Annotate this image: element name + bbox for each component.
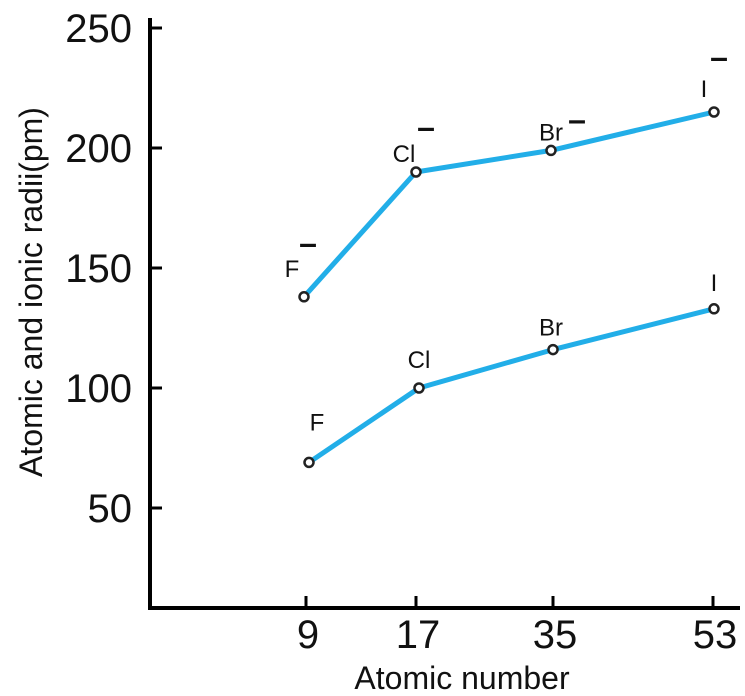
data-point [545, 144, 557, 157]
data-point [303, 456, 315, 469]
x-axis-ticks: 9 17 35 53 [297, 596, 737, 657]
point-label: I [701, 76, 708, 103]
point-label: Cl [408, 347, 431, 374]
charge-label: – [417, 109, 435, 145]
charge-label: – [710, 39, 728, 75]
data-point [547, 343, 559, 356]
x-tick-label: 35 [533, 613, 578, 657]
y-axis-title: Atomic and ionic radii(pm) [13, 107, 49, 477]
y-tick-label: 250 [65, 7, 132, 51]
x-tick-label: 17 [396, 613, 441, 657]
point-label: F [285, 256, 300, 283]
y-axis-ticks: 50 100 150 200 250 [65, 7, 162, 531]
y-tick-label: 50 [88, 487, 133, 531]
point-label: I [711, 270, 718, 297]
data-point [298, 291, 310, 303]
point-label: Cl [393, 141, 416, 168]
series-ionic-radii: F–Cl– Br –I– [285, 39, 728, 303]
y-tick-label: 150 [65, 247, 132, 291]
data-point [410, 166, 422, 178]
y-tick-label: 100 [65, 367, 132, 411]
point-label: F [310, 409, 325, 436]
x-tick-label: 9 [297, 613, 319, 657]
x-tick-label: 53 [693, 613, 738, 657]
point-label: Br [539, 315, 563, 342]
series-atomic-radii: F Cl Br I [303, 270, 720, 469]
data-point [708, 106, 720, 118]
series-line [301, 109, 717, 300]
x-axis-title: Atomic number [354, 660, 570, 696]
series-line [306, 306, 717, 465]
y-tick-label: 200 [65, 127, 132, 171]
charge-label: – [568, 101, 586, 137]
point-label: Br [539, 119, 563, 146]
charge-label: – [299, 225, 317, 261]
data-point [413, 382, 425, 394]
data-point [708, 303, 720, 315]
